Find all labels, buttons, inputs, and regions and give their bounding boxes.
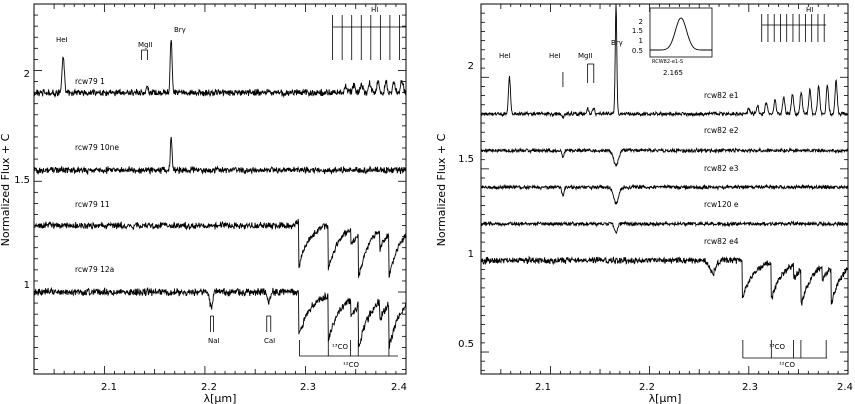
- right-xtick-2-2: 2.2: [639, 382, 655, 393]
- inset-frame: [649, 7, 713, 58]
- left-spectra: [33, 39, 407, 350]
- inset-xtick: 2.165: [663, 69, 683, 77]
- right-ytick-0-5: 0.5: [458, 339, 474, 350]
- left-plot-frame: [33, 3, 407, 375]
- right-spectrum-label-rcw82-e1: rcw82 e1: [704, 91, 739, 100]
- spectrum-rcw79-1: [33, 39, 407, 99]
- right-spectra: [480, 3, 849, 306]
- right-yaxis-label: Normalized Flux + C: [435, 133, 448, 246]
- spectrum-rcw79-11: [33, 219, 407, 278]
- right-line-label-brg: Brγ: [611, 39, 623, 47]
- spectrum-rcw82-e1: [480, 3, 848, 120]
- right-line-label-hei-1: HeI: [499, 52, 511, 60]
- right-xtick-2-3: 2.3: [742, 382, 758, 393]
- left-line-label-12co: ¹²CO: [343, 361, 360, 369]
- right-line-label-12co: ¹²CO: [779, 361, 796, 369]
- spectrum-rcw82-e3: [480, 183, 849, 205]
- left-ytick-1-5: 1.5: [14, 175, 30, 186]
- right-line-label-hei-2: HeI: [549, 52, 561, 60]
- right-spectrum-label-rcw82-e2: rcw82 e2: [704, 126, 739, 135]
- left-line-label-hei: HeI: [56, 36, 68, 44]
- right-xtick-2-1: 2.1: [535, 382, 551, 393]
- left-panel: 2.1 2.2 2.3 2.4 1 1.5 2 λ[μm] Normalized…: [0, 3, 407, 404]
- right-ytick-1-5: 1.5: [458, 154, 474, 165]
- spectrum-rcw79-10ne: [33, 136, 407, 176]
- inset-ytick-1: 1: [639, 37, 643, 45]
- inset-ytick-2: 2: [639, 18, 643, 26]
- left-xtick-2-4: 2.4: [391, 382, 407, 393]
- left-spectrum-label-rcw79-11: rcw79 11: [75, 200, 110, 209]
- inset-line-profile: [650, 17, 712, 51]
- left-ytick-1: 1: [24, 280, 30, 291]
- left-xtick-2-1: 2.1: [101, 382, 117, 393]
- brg-inset: 2 1.5 1 0.5 RCW82-e1-S 2.165: [632, 7, 713, 77]
- left-line-label-cai: CaI: [264, 337, 275, 345]
- left-spectrum-label-rcw79-1: rcw79 1: [75, 77, 105, 86]
- right-xaxis-label: λ[μm]: [649, 392, 682, 404]
- spectrum-rcw120-e: [480, 220, 849, 234]
- inset-ytick-1-5: 1.5: [632, 27, 643, 35]
- right-spectrum-label-rcw82-e3: rcw82 e3: [704, 164, 739, 173]
- left-line-label-hi: HI: [371, 6, 378, 14]
- left-spectrum-label-rcw79-12a: rcw79 12a: [75, 265, 114, 274]
- right-line-label-mgii: MgII: [578, 52, 593, 60]
- left-yaxis-label: Normalized Flux + C: [0, 133, 12, 246]
- right-line-label-hi: HI: [806, 6, 813, 14]
- right-panel: 2.1 2.2 2.3 2.4 0.5 1 1.5 2 λ[μm] Normal…: [435, 3, 853, 404]
- right-ytick-2: 2: [468, 61, 474, 72]
- inset-label: RCW82-e1-S: [652, 59, 683, 65]
- right-line-label-13co: ¹³CO: [769, 343, 786, 351]
- right-line-markers: [562, 14, 828, 359]
- left-ytick-2: 2: [24, 69, 30, 80]
- left-ticks: [34, 3, 407, 374]
- right-spectrum-label-rcw82-e4: rcw82 e4: [704, 237, 739, 246]
- right-plot-frame: [480, 3, 849, 375]
- left-line-label-nai: NaI: [208, 337, 220, 345]
- spectrum-rcw79-12a: [33, 286, 407, 350]
- right-spectrum-label-rcw120-e: rcw120 e: [704, 200, 739, 209]
- left-xtick-2-2: 2.2: [201, 382, 217, 393]
- left-spectrum-label-rcw79-10ne: rcw79 10ne: [75, 143, 119, 152]
- left-xaxis-label: λ[μm]: [204, 392, 237, 404]
- spectrum-rcw82-e4: [480, 255, 849, 306]
- left-line-markers: [141, 15, 406, 357]
- left-line-label-brg: Brγ: [174, 26, 186, 34]
- left-xtick-2-3: 2.3: [300, 382, 316, 393]
- left-line-label-mgii: MgII: [138, 41, 153, 49]
- left-line-label-13co: ¹³CO: [332, 343, 349, 351]
- inset-ytick-0-5: 0.5: [632, 47, 643, 55]
- right-xtick-2-4: 2.4: [837, 382, 853, 393]
- right-ytick-1: 1: [468, 249, 474, 260]
- spectrum-rcw82-e2: [480, 146, 849, 168]
